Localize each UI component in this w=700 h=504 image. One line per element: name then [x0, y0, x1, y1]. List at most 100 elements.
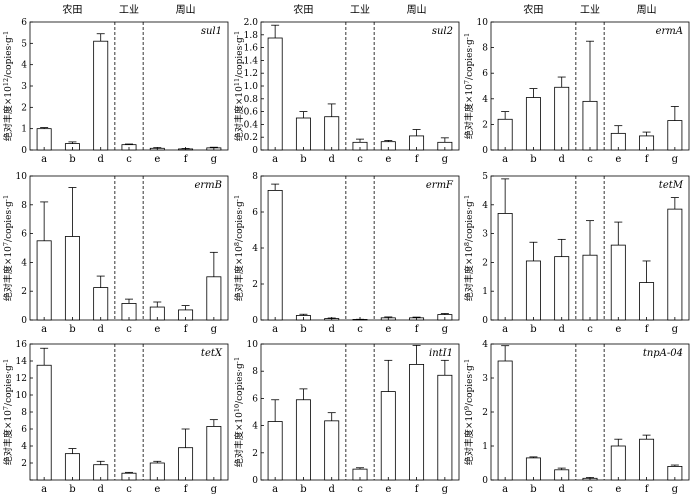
bar-g — [206, 426, 222, 481]
y-tick-label: 6 — [252, 208, 258, 218]
y-tick-label: 0.2 — [244, 133, 258, 143]
y-tick-label: 12 — [16, 374, 27, 384]
x-tick-label-a: a — [41, 154, 47, 165]
bar-b — [525, 260, 541, 321]
bar-a — [267, 189, 283, 321]
y-tick-label: 2 — [21, 103, 27, 113]
y-tick-label: 0 — [21, 316, 27, 326]
chart-title: ermA — [656, 26, 683, 37]
x-tick-label-g: g — [442, 324, 449, 335]
y-tick-label: 4 — [21, 258, 27, 268]
y-tick-label: 6 — [21, 425, 27, 435]
x-tick-label-b: b — [300, 154, 306, 165]
chart-panel-sul1: 0 1 2 3 4 5 6 a b d c e f g sul1 农田 工业 周山绝对丰度×1012/copies… — [2, 3, 229, 165]
bar-c — [582, 254, 598, 321]
bar-g — [667, 120, 683, 151]
bar-d — [324, 116, 340, 151]
group-label: 工业 — [580, 4, 600, 16]
y-tick-label: 10 — [16, 391, 28, 401]
group-label: 农田 — [523, 3, 543, 16]
y-tick-label: 5 — [21, 39, 27, 49]
x-tick-label-a: a — [502, 484, 508, 495]
x-tick-label-c: c — [587, 484, 593, 495]
y-tick-label: 4 — [21, 61, 27, 71]
y-tick-label: 16 — [16, 340, 28, 350]
chart-panel-ermA: 0 2 4 6 8 10 a b d c e f g ermA 农田 工业 周山绝对丰度×107/copies·… — [463, 3, 690, 165]
bar-g — [206, 276, 222, 321]
bar-b — [525, 97, 541, 151]
x-tick-label-d: d — [559, 154, 566, 165]
x-tick-label-e: e — [385, 484, 391, 495]
x-tick-label-f: f — [415, 154, 420, 165]
x-tick-label-d: d — [98, 484, 105, 495]
x-tick-label-e: e — [385, 324, 391, 335]
y-tick-label: 0 — [252, 316, 258, 326]
x-tick-label-g: g — [211, 484, 218, 495]
y-tick-label: 8 — [482, 44, 488, 54]
group-label: 工业 — [119, 4, 139, 16]
bar-f — [409, 363, 425, 481]
chart-title: sul1 — [201, 26, 222, 37]
x-tick-label-b: b — [69, 484, 75, 495]
bar-a — [497, 213, 513, 321]
y-tick-label: 0 — [482, 476, 488, 486]
x-tick-label-e: e — [385, 154, 391, 165]
chart-panel-ermF: 0 2 4 6 8 a b d c e f g ermF 绝对丰度×108/copies·g-1 — [233, 172, 460, 335]
y-axis-label: 绝对丰度×107/copies·g-1 — [2, 359, 14, 465]
x-tick-label-b: b — [69, 324, 75, 335]
bar-d — [554, 256, 570, 321]
chart-panel-sul2: 0 0.2 0.4 0.6 0.8 1.0 1.2 1.4 1.6 1.8 2.0 a b d c e f g su… — [233, 3, 460, 165]
y-tick-label: 0 — [252, 146, 258, 156]
x-tick-label-g: g — [672, 484, 679, 495]
y-tick-label: 1 — [482, 442, 488, 452]
y-tick-label: 6 — [482, 69, 488, 79]
group-label: 农田 — [62, 3, 82, 16]
plot-frame — [260, 21, 460, 151]
bar-a — [497, 118, 513, 151]
bar-a — [267, 37, 283, 151]
y-tick-label: 8 — [252, 367, 258, 377]
x-tick-label-g: g — [672, 154, 679, 165]
x-tick-label-d: d — [98, 324, 105, 335]
y-tick-label: 2 — [482, 120, 488, 130]
y-tick-label: 0 — [482, 316, 488, 326]
y-tick-label: 1.2 — [244, 69, 258, 79]
bar-b — [525, 457, 541, 481]
y-tick-label: 1.8 — [244, 31, 259, 41]
chart-title: tetM — [659, 180, 684, 191]
y-tick-label: 14 — [16, 357, 28, 367]
x-tick-label-f: f — [415, 324, 420, 335]
y-tick-label: 6 — [252, 394, 258, 404]
x-tick-label-d: d — [559, 324, 566, 335]
x-tick-label-g: g — [211, 324, 218, 335]
chart-title: tnpA-04 — [643, 348, 683, 359]
x-tick-label-c: c — [357, 484, 363, 495]
bar-e — [610, 445, 626, 481]
y-tick-label: 3 — [482, 374, 488, 384]
x-tick-label-a: a — [272, 324, 278, 335]
y-tick-label: 1.4 — [244, 56, 259, 66]
plot-frame — [29, 21, 229, 151]
y-axis-label: 绝对丰度×107/copies·g-1 — [463, 33, 475, 139]
y-tick-label: 6 — [21, 230, 27, 240]
y-tick-label: 10 — [247, 340, 259, 350]
x-tick-label-a: a — [502, 324, 508, 335]
plot-frame — [29, 175, 229, 321]
bar-b — [64, 453, 80, 481]
bar-b — [64, 236, 80, 321]
bar-g — [667, 208, 683, 321]
y-axis-label: 绝对丰度×108/copies·g-1 — [233, 195, 245, 301]
bar-b — [295, 399, 311, 481]
x-tick-label-b: b — [69, 154, 75, 165]
x-tick-label-c: c — [126, 484, 132, 495]
x-tick-label-c: c — [587, 154, 593, 165]
x-tick-label-e: e — [615, 324, 621, 335]
x-tick-label-d: d — [559, 484, 566, 495]
x-tick-label-e: e — [615, 484, 621, 495]
x-tick-label-a: a — [272, 154, 278, 165]
bar-d — [324, 420, 340, 481]
plot-frame — [490, 343, 690, 481]
chart-panel-tnpA-04: 0 1 2 3 4 a b d c e f g tnpA-04 绝对丰度×109/copies·g-1 — [463, 340, 690, 495]
x-tick-label-b: b — [530, 154, 536, 165]
